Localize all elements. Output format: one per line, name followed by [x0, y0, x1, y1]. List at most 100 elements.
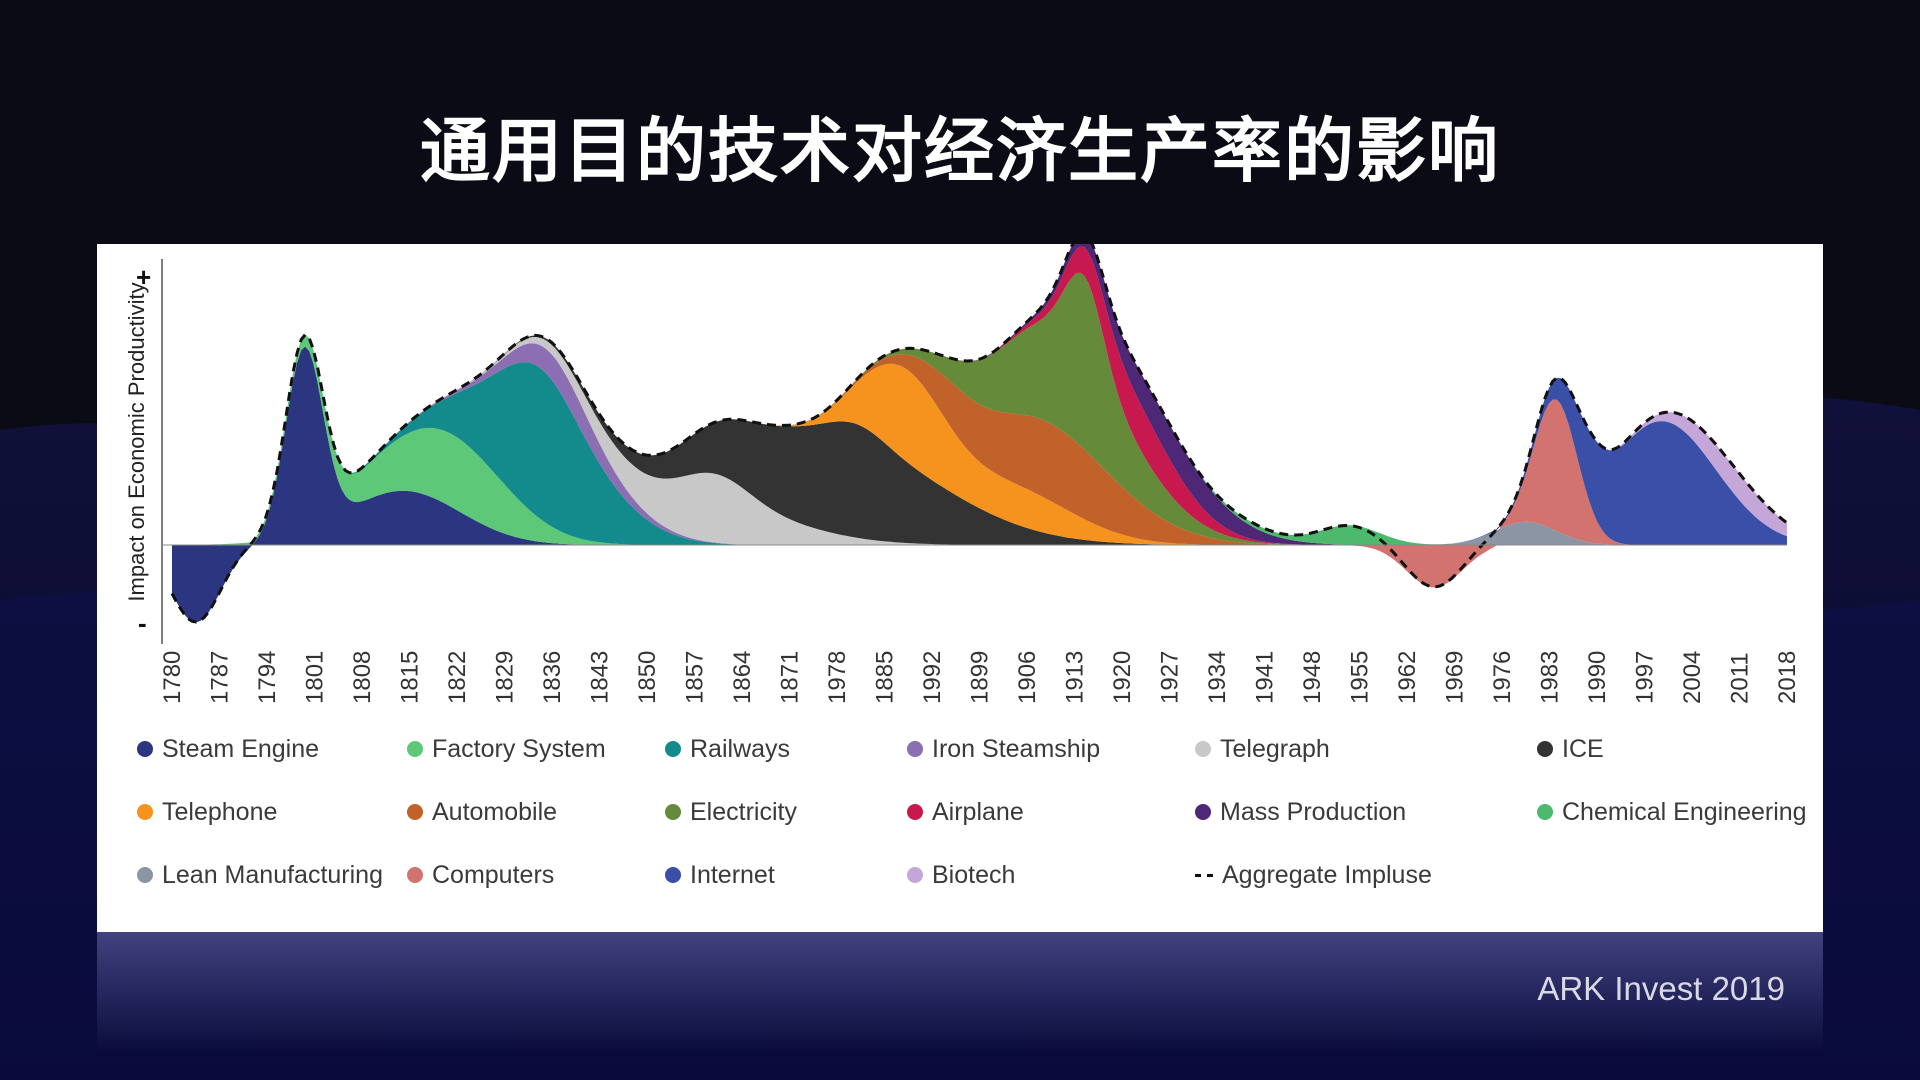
- x-tick-label: 1969: [1442, 651, 1469, 704]
- x-tick-label: 1992: [919, 651, 946, 704]
- y-axis-label: Impact on Economic Productivity: [124, 282, 149, 601]
- chart-legend: Steam Engine Factory System Railways Iron S…: [137, 729, 1817, 929]
- legend-item-biotech: Biotech: [907, 855, 1015, 895]
- area-chart: 1780 1787 1794 1801 1808 1815 1822 1829 1836 1843…: [124, 244, 1801, 704]
- legend-marker: [1195, 741, 1211, 757]
- legend-label: Lean Manufacturing: [162, 860, 383, 889]
- x-tick-label: 1913: [1062, 651, 1089, 704]
- area-internet: [172, 244, 1787, 545]
- legend-item-steam-engine: Steam Engine: [137, 729, 319, 769]
- footer-credit: ARK Invest 2019: [1537, 970, 1785, 1007]
- x-tick-label: 1978: [824, 651, 851, 704]
- x-tick-label: 1864: [729, 651, 756, 704]
- legend-item-telephone: Telephone: [137, 792, 277, 832]
- x-tick-label: 1843: [587, 651, 614, 704]
- legend-item-electricity: Electricity: [665, 792, 797, 832]
- aggregate-impulse-line: [170, 244, 1788, 624]
- legend-label: Electricity: [690, 797, 797, 826]
- x-tick-label: 1990: [1584, 651, 1611, 704]
- legend-item-chemical-engineering: Chemical Engineering: [1537, 792, 1807, 832]
- x-tick-label: 1920: [1109, 651, 1136, 704]
- legend-marker: [665, 804, 681, 820]
- x-tick-label: 1815: [397, 651, 424, 704]
- x-tick-label: 1955: [1347, 651, 1374, 704]
- legend-item-airplane: Airplane: [907, 792, 1024, 832]
- series-areas: [172, 244, 1787, 623]
- x-tick-label: 1836: [539, 651, 566, 704]
- x-tick-label: 1801: [302, 651, 329, 704]
- legend-item-telegraph: Telegraph: [1195, 729, 1330, 769]
- x-tick-label: 2004: [1679, 651, 1706, 704]
- legend-label: Telegraph: [1220, 734, 1330, 763]
- legend-item-iron-steamship: Iron Steamship: [907, 729, 1100, 769]
- legend-marker: [1195, 804, 1211, 820]
- legend-marker: [665, 741, 681, 757]
- x-tick-label: 1787: [207, 651, 234, 704]
- x-tick-label: 1962: [1394, 651, 1421, 704]
- legend-label: Computers: [432, 860, 555, 889]
- legend-marker: [407, 741, 423, 757]
- legend-marker: [1195, 873, 1213, 877]
- x-tick-label: 1927: [1157, 651, 1184, 704]
- area-railways: [172, 334, 1787, 545]
- legend-label: Steam Engine: [162, 734, 320, 763]
- legend-item-aggregate-impluse: Aggregate Impluse: [1195, 855, 1432, 895]
- area-automobile: [172, 334, 1787, 545]
- chart-card: 1780 1787 1794 1801 1808 1815 1822 1829 1836 1843…: [97, 244, 1823, 932]
- x-tick-label: 1794: [254, 651, 281, 704]
- x-tick-label: 1885: [872, 651, 899, 704]
- legend-label: Chemical Engineering: [1562, 797, 1807, 826]
- legend-label: Airplane: [932, 797, 1024, 826]
- legend-marker: [137, 804, 153, 820]
- area-telephone: [172, 334, 1787, 545]
- legend-label: Telephone: [162, 797, 278, 826]
- legend-label: Railways: [690, 734, 791, 763]
- legend-item-ice: ICE: [1537, 729, 1604, 769]
- x-tick-label: 1780: [159, 651, 186, 704]
- legend-marker: [1537, 741, 1553, 757]
- legend-item-computers: Computers: [407, 855, 554, 895]
- legend-marker: [907, 804, 923, 820]
- legend-item-factory-system: Factory System: [407, 729, 606, 769]
- x-tick-label: 1997: [1632, 651, 1659, 704]
- legend-label: Aggregate Impluse: [1222, 860, 1432, 889]
- legend-label: Internet: [690, 860, 775, 889]
- y-axis-minus: -: [138, 608, 147, 638]
- x-tick-label: 1934: [1204, 651, 1231, 704]
- legend-item-internet: Internet: [665, 855, 775, 895]
- legend-marker: [137, 867, 153, 883]
- x-tick-label: 1976: [1489, 651, 1516, 704]
- x-tick-label: 1941: [1252, 651, 1279, 704]
- x-tick-label: 1948: [1299, 651, 1326, 704]
- x-tick-label: 1829: [492, 651, 519, 704]
- legend-item-lean-manufacturing: Lean Manufacturing: [137, 855, 383, 895]
- x-tick-label: 1850: [634, 651, 661, 704]
- x-tick-label: 2018: [1774, 651, 1801, 704]
- legend-label: ICE: [1562, 734, 1604, 763]
- x-tick-label: 1871: [777, 651, 804, 704]
- x-tick-label: 2011: [1727, 652, 1754, 704]
- legend-marker: [907, 867, 923, 883]
- y-axis-plus: +: [136, 262, 151, 292]
- legend-item-mass-production: Mass Production: [1195, 792, 1406, 832]
- legend-label: Automobile: [432, 797, 558, 826]
- x-tick-label: 1857: [682, 651, 709, 704]
- x-tick-label: 1983: [1537, 651, 1564, 704]
- x-tick-label: 1808: [349, 651, 376, 704]
- legend-label: Iron Steamship: [932, 734, 1101, 763]
- legend-marker: [407, 867, 423, 883]
- page-title: 通用目的技术对经济生产率的影响: [420, 110, 1500, 192]
- x-tick-labels: 1780 1787 1794 1801 1808 1815 1822 1829 1836 1843…: [159, 651, 1801, 704]
- legend-marker: [1537, 804, 1553, 820]
- card-reflection: [97, 932, 1823, 1052]
- legend-item-railways: Railways: [665, 729, 790, 769]
- area-telegraph: [172, 334, 1787, 545]
- legend-marker: [137, 741, 153, 757]
- legend-label: Biotech: [932, 860, 1016, 889]
- legend-label: Factory System: [432, 734, 606, 763]
- legend-item-automobile: Automobile: [407, 792, 557, 832]
- x-tick-label: 1906: [1014, 651, 1041, 704]
- x-tick-label: 1822: [444, 651, 471, 704]
- legend-label: Mass Production: [1220, 797, 1407, 826]
- legend-marker: [665, 867, 681, 883]
